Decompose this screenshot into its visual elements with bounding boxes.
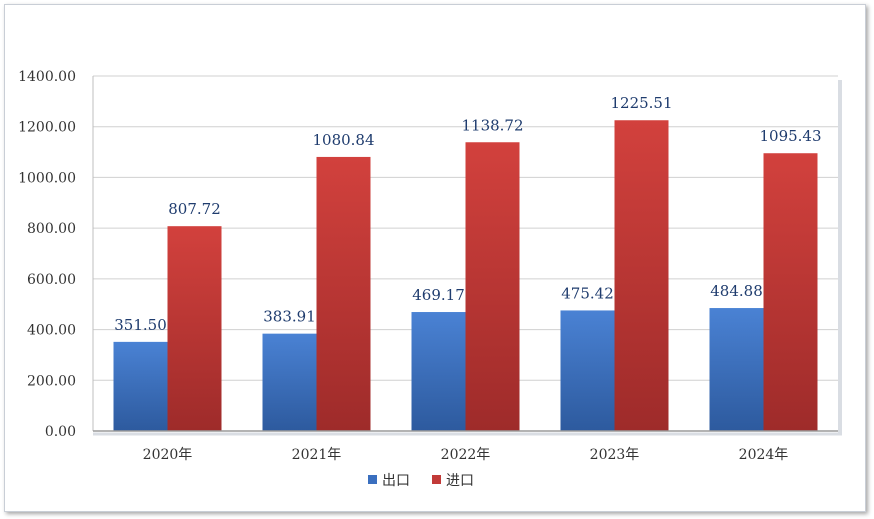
bar-export xyxy=(262,333,317,431)
y-tick-label: 600.00 xyxy=(27,272,76,288)
x-tick-label: 2020年 xyxy=(143,447,193,463)
data-label: 383.91 xyxy=(263,308,316,326)
bar-import xyxy=(465,142,520,431)
bar-export xyxy=(560,310,615,431)
data-label: 351.50 xyxy=(114,316,167,334)
y-tick-label: 400.00 xyxy=(27,323,76,339)
y-axis: 0.00 200.00 400.00 600.00 800.00 1000.00 1200.… xyxy=(18,69,94,440)
y-tick-label: 1000.00 xyxy=(18,170,76,186)
y-tick-label: 200.00 xyxy=(27,373,76,389)
legend-label-export: 出口 xyxy=(382,473,410,489)
data-label: 484.88 xyxy=(710,282,763,300)
x-tick-label: 2024年 xyxy=(739,447,789,463)
bar-import xyxy=(614,120,669,432)
plot-shadow-right xyxy=(838,80,842,435)
data-label: 807.72 xyxy=(168,200,221,218)
x-tick-label: 2022年 xyxy=(441,447,491,463)
y-tick-label: 800.00 xyxy=(27,221,76,237)
bar-export xyxy=(411,312,466,431)
bar-import xyxy=(316,156,371,431)
data-label: 1225.51 xyxy=(610,94,672,112)
y-tick-label: 1400.00 xyxy=(18,69,76,85)
bar-import xyxy=(167,226,222,431)
bar-import xyxy=(763,153,818,431)
x-axis: 2020年 2021年 2022年 2023年 2024年 xyxy=(93,430,842,463)
y-tick-label: 1200.00 xyxy=(18,120,76,136)
data-label: 1080.84 xyxy=(312,131,374,149)
data-label: 1138.72 xyxy=(461,116,523,134)
data-label: 475.42 xyxy=(561,284,614,302)
y-tick-label: 0.00 xyxy=(45,424,76,440)
x-tick-label: 2023年 xyxy=(590,447,640,463)
legend: 出口 进口 xyxy=(368,473,474,489)
x-tick-label: 2021年 xyxy=(292,447,342,463)
bar-export xyxy=(709,308,764,431)
data-label: 469.17 xyxy=(412,286,465,304)
data-label: 1095.43 xyxy=(759,127,821,145)
legend-swatch-import xyxy=(432,475,441,484)
legend-label-import: 进口 xyxy=(446,473,474,489)
legend-swatch-export xyxy=(368,475,377,484)
bars: 351.50 807.72 383.91 1080.84 469.17 1138.72 47… xyxy=(113,94,822,432)
bar-export xyxy=(113,341,168,431)
